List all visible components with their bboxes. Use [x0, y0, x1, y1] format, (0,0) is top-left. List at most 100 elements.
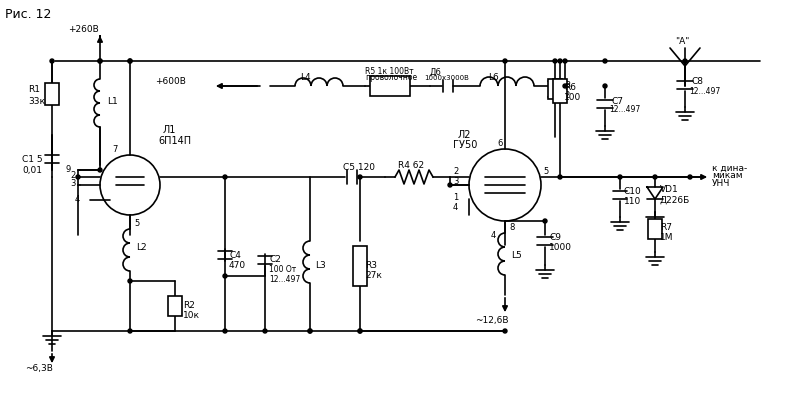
Text: C1 5: C1 5 — [22, 156, 42, 164]
Circle shape — [503, 329, 507, 333]
Text: 12...497: 12...497 — [269, 275, 300, 283]
Text: L4: L4 — [300, 74, 310, 82]
Circle shape — [558, 175, 562, 179]
Text: L5: L5 — [511, 250, 522, 260]
Text: 100 Oт: 100 Oт — [269, 265, 296, 275]
Text: 3: 3 — [70, 179, 75, 188]
Text: 1М: 1М — [660, 233, 674, 242]
Text: 1000: 1000 — [549, 243, 572, 253]
Bar — [45, 83, 59, 105]
Text: ГУ50: ГУ50 — [453, 140, 478, 150]
Circle shape — [563, 84, 567, 88]
Circle shape — [223, 274, 227, 278]
Text: 4: 4 — [491, 230, 496, 240]
Text: R2: R2 — [183, 302, 195, 310]
Circle shape — [653, 175, 657, 179]
Circle shape — [263, 329, 267, 333]
Circle shape — [128, 279, 132, 283]
Circle shape — [358, 329, 362, 333]
Text: 2: 2 — [453, 166, 458, 176]
Text: +600В: +600В — [155, 77, 186, 87]
Text: R4 62: R4 62 — [398, 161, 424, 169]
Text: 5: 5 — [543, 166, 548, 176]
Circle shape — [98, 59, 102, 63]
Text: 4: 4 — [453, 203, 458, 211]
Text: к дина-: к дина- — [712, 163, 747, 173]
Text: 110: 110 — [624, 198, 642, 206]
Text: Л2: Л2 — [458, 130, 471, 140]
Text: "А": "А" — [675, 37, 690, 47]
Circle shape — [308, 329, 312, 333]
Text: 62: 62 — [559, 92, 570, 101]
Text: R7: R7 — [660, 223, 672, 231]
Text: C2: C2 — [269, 255, 281, 265]
Circle shape — [98, 59, 102, 63]
Text: L1: L1 — [107, 97, 118, 106]
Text: 27к: 27к — [365, 272, 382, 280]
Text: 5: 5 — [134, 218, 139, 228]
Text: 6: 6 — [497, 139, 502, 148]
Circle shape — [503, 59, 507, 63]
Circle shape — [603, 59, 607, 63]
Text: R8: R8 — [559, 82, 571, 91]
Text: проволочное: проволочное — [365, 74, 417, 82]
Text: R5 1к 100Вт: R5 1к 100Вт — [365, 67, 414, 75]
Text: 12...497: 12...497 — [689, 87, 720, 96]
Circle shape — [448, 183, 452, 187]
Text: R6: R6 — [564, 84, 576, 92]
Text: R3: R3 — [365, 262, 377, 270]
Text: C4: C4 — [229, 250, 241, 260]
Text: 0,01: 0,01 — [22, 166, 42, 176]
Circle shape — [683, 59, 687, 63]
Circle shape — [543, 219, 547, 223]
Text: микам: микам — [712, 171, 742, 181]
Text: 7: 7 — [112, 144, 118, 154]
Text: Д226Б: Д226Б — [660, 196, 690, 205]
Text: 3: 3 — [453, 176, 458, 186]
Text: ~12,6В: ~12,6В — [475, 315, 509, 324]
Bar — [353, 246, 367, 286]
Circle shape — [128, 329, 132, 333]
Circle shape — [98, 168, 102, 172]
Text: Д6: Д6 — [430, 67, 442, 77]
Text: ~6,3В: ~6,3В — [25, 364, 53, 374]
Bar — [553, 79, 567, 103]
Circle shape — [358, 175, 362, 179]
Circle shape — [128, 59, 132, 63]
Text: 100: 100 — [564, 94, 582, 102]
Text: 12...497: 12...497 — [609, 106, 640, 114]
Circle shape — [553, 59, 557, 63]
Circle shape — [563, 59, 567, 63]
Circle shape — [618, 175, 622, 179]
Circle shape — [223, 329, 227, 333]
Circle shape — [50, 59, 54, 63]
Text: 33к: 33к — [28, 97, 45, 106]
Bar — [370, 76, 410, 96]
Circle shape — [76, 175, 80, 179]
Text: Рис. 12: Рис. 12 — [5, 8, 51, 21]
Text: L6: L6 — [488, 74, 498, 82]
Text: R1: R1 — [28, 84, 40, 94]
Text: 10к: 10к — [183, 312, 200, 320]
Text: +260В: +260В — [68, 25, 98, 34]
Text: C10: C10 — [624, 188, 642, 196]
Text: 470: 470 — [229, 260, 246, 270]
Text: 9: 9 — [65, 164, 70, 173]
Text: C5 120: C5 120 — [343, 163, 375, 171]
Text: C8: C8 — [691, 77, 703, 87]
Text: 4: 4 — [75, 195, 80, 203]
Text: УНЧ: УНЧ — [712, 179, 730, 188]
Bar — [168, 296, 182, 316]
Text: 6П14П: 6П14П — [158, 136, 191, 146]
Circle shape — [603, 84, 607, 88]
Text: VD1: VD1 — [660, 186, 678, 195]
Text: 1000х3000В: 1000х3000В — [424, 75, 469, 81]
Text: L3: L3 — [315, 262, 326, 270]
Text: 1: 1 — [453, 193, 458, 201]
Text: C9: C9 — [549, 233, 561, 243]
Text: 8: 8 — [509, 223, 514, 231]
Circle shape — [223, 175, 227, 179]
Circle shape — [128, 59, 132, 63]
Text: C7: C7 — [611, 97, 623, 106]
Circle shape — [688, 175, 692, 179]
